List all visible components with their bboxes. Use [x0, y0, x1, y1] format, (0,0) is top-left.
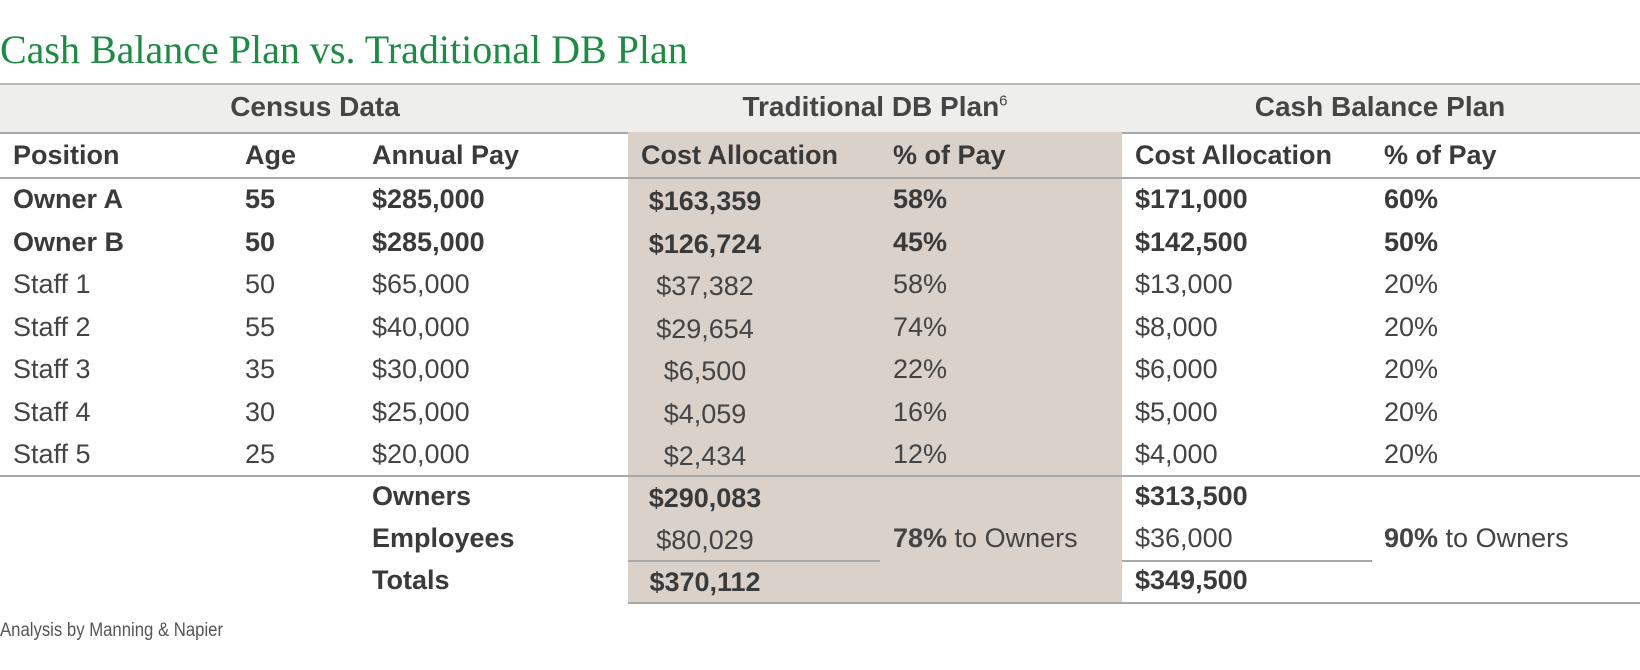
group-header-traditional-label: Traditional DB Plan [742, 91, 1000, 122]
cb-owners-total: $313,500 [1135, 481, 1248, 511]
cell-age: 50 [245, 226, 276, 257]
cell-annual-pay: $30,000 [372, 354, 470, 384]
cell-cb-cost-allocation: $13,000 [1135, 269, 1233, 299]
body-summary-divider [0, 475, 1640, 477]
cell-position: Owner B [13, 226, 125, 257]
cell-db-cost-allocation: $2,434 [663, 441, 747, 471]
cell-age: 35 [245, 354, 276, 384]
db-owner-share-pct: 78% [893, 523, 948, 553]
cell-age: 55 [245, 311, 276, 342]
cell-cb-cost-allocation: $6,000 [1135, 354, 1218, 384]
group-header-cash-balance: Cash Balance Plan [1200, 91, 1560, 123]
cell-age: 30 [245, 396, 276, 427]
group-header-band [0, 83, 1640, 134]
cell-annual-pay: $285,000 [372, 184, 485, 214]
cell-cb-cost-allocation: $5,000 [1135, 396, 1218, 427]
db-employees-total: $80,029 [656, 525, 754, 555]
column-header-annual-pay: Annual Pay [372, 140, 520, 170]
cb-employees-total: $36,000 [1135, 523, 1233, 553]
cell-cb-cost-allocation: $4,000 [1135, 439, 1218, 469]
cb-owner-share: 90% to Owners [1384, 525, 1569, 552]
cell-cb-pct-of-pay: 20% [1384, 354, 1439, 384]
cell-cb-cost-allocation: $8,000 [1135, 311, 1218, 342]
cell-db-cost-allocation: $29,654 [656, 313, 754, 344]
page-title: Cash Balance Plan vs. Traditional DB Pla… [0, 27, 688, 72]
column-header-db-cost-allocation: Cost Allocation [641, 140, 839, 170]
cell-db-pct-of-pay: 22% [893, 354, 948, 384]
cell-position: Staff 2 [13, 311, 91, 342]
table-bottom-rule [628, 602, 1640, 604]
cell-position: Staff 1 [13, 269, 91, 299]
cell-db-cost-allocation: $4,059 [663, 398, 747, 429]
cell-age: 25 [245, 439, 276, 469]
db-totals-divider [628, 560, 880, 562]
cb-grand-total: $349,500 [1135, 565, 1248, 595]
cell-annual-pay: $20,000 [372, 439, 470, 469]
column-header-divider [0, 177, 1640, 179]
cell-cb-pct-of-pay: 50% [1384, 226, 1439, 257]
cell-cb-cost-allocation: $142,500 [1135, 226, 1248, 257]
cell-db-pct-of-pay: 12% [893, 439, 948, 469]
cell-position: Staff 3 [13, 354, 91, 384]
cell-cb-pct-of-pay: 20% [1384, 396, 1439, 427]
cell-position: Staff 4 [13, 396, 91, 427]
db-owner-share: 78% to Owners [893, 525, 1078, 552]
cell-cb-pct-of-pay: 20% [1384, 439, 1439, 469]
column-header-cb-pct-of-pay: % of Pay [1384, 140, 1497, 170]
db-owners-total: $290,083 [648, 483, 762, 513]
cell-annual-pay: $40,000 [372, 311, 470, 342]
cell-db-pct-of-pay: 45% [893, 226, 948, 257]
db-owner-share-text: to Owners [947, 523, 1078, 553]
cell-cb-pct-of-pay: 20% [1384, 311, 1439, 342]
cb-owner-share-text: to Owners [1438, 523, 1569, 553]
cell-cb-cost-allocation: $171,000 [1135, 184, 1248, 214]
group-header-census-label: Census Data [230, 91, 400, 122]
summary-label-totals: Totals [372, 565, 450, 595]
cell-db-cost-allocation: $6,500 [663, 356, 747, 386]
cell-annual-pay: $285,000 [372, 226, 485, 257]
column-header-position: Position [13, 140, 120, 170]
column-header-db-pct-of-pay: % of Pay [893, 140, 1006, 170]
cell-annual-pay: $65,000 [372, 269, 470, 299]
group-header-traditional: Traditional DB Plan6 [720, 91, 1030, 123]
cell-cb-pct-of-pay: 20% [1384, 269, 1439, 299]
cell-db-cost-allocation: $37,382 [656, 271, 754, 301]
cell-db-cost-allocation: $126,724 [648, 228, 762, 259]
summary-label-owners: Owners [372, 481, 472, 511]
cell-position: Staff 5 [13, 439, 91, 469]
cell-age: 55 [245, 184, 276, 214]
db-grand-total: $370,112 [649, 567, 761, 597]
cb-owner-share-pct: 90% [1384, 523, 1439, 553]
cell-age: 50 [245, 269, 276, 299]
cell-position: Owner A [13, 184, 124, 214]
cb-totals-divider [1122, 560, 1372, 562]
group-header-cash-balance-label: Cash Balance Plan [1254, 91, 1506, 122]
column-header-age: Age [245, 140, 297, 170]
cell-db-pct-of-pay: 58% [893, 269, 948, 299]
cell-cb-pct-of-pay: 60% [1384, 184, 1439, 214]
footnote-marker: 6 [999, 92, 1008, 110]
cell-db-pct-of-pay: 16% [893, 396, 948, 427]
cell-db-pct-of-pay: 74% [893, 311, 948, 342]
cell-annual-pay: $25,000 [372, 396, 470, 427]
summary-label-employees: Employees [372, 523, 515, 553]
traditional-db-column-shading [628, 132, 1122, 604]
column-header-cb-cost-allocation: Cost Allocation [1135, 140, 1333, 170]
cell-db-pct-of-pay: 58% [893, 184, 948, 214]
source-footnote: Analysis by Manning & Napier [0, 620, 224, 641]
group-header-census: Census Data [190, 91, 440, 123]
cell-db-cost-allocation: $163,359 [648, 186, 762, 216]
